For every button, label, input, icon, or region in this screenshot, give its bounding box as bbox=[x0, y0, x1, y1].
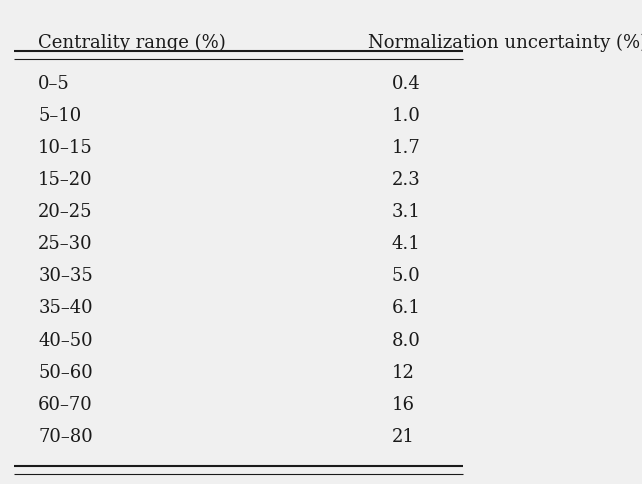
Text: 1.7: 1.7 bbox=[392, 139, 420, 157]
Text: Centrality range (%): Centrality range (%) bbox=[38, 34, 226, 52]
Text: 16: 16 bbox=[392, 395, 414, 414]
Text: 8.0: 8.0 bbox=[392, 332, 421, 349]
Text: 15–20: 15–20 bbox=[38, 171, 93, 189]
Text: 40–50: 40–50 bbox=[38, 332, 93, 349]
Text: 25–30: 25–30 bbox=[38, 235, 93, 253]
Text: 30–35: 30–35 bbox=[38, 267, 93, 286]
Text: 1.0: 1.0 bbox=[392, 107, 421, 125]
Text: 6.1: 6.1 bbox=[392, 300, 421, 318]
Text: 10–15: 10–15 bbox=[38, 139, 93, 157]
Text: 50–60: 50–60 bbox=[38, 363, 93, 381]
Text: 3.1: 3.1 bbox=[392, 203, 421, 221]
Text: 4.1: 4.1 bbox=[392, 235, 420, 253]
Text: 5–10: 5–10 bbox=[38, 107, 82, 125]
Text: 35–40: 35–40 bbox=[38, 300, 93, 318]
Text: 5.0: 5.0 bbox=[392, 267, 420, 286]
Text: 12: 12 bbox=[392, 363, 414, 381]
Text: 70–80: 70–80 bbox=[38, 428, 93, 446]
Text: 0–5: 0–5 bbox=[38, 75, 70, 93]
Text: Normalization uncertainty (%): Normalization uncertainty (%) bbox=[367, 34, 642, 52]
Text: 60–70: 60–70 bbox=[38, 395, 93, 414]
Text: 2.3: 2.3 bbox=[392, 171, 420, 189]
Text: 20–25: 20–25 bbox=[38, 203, 92, 221]
Text: 21: 21 bbox=[392, 428, 414, 446]
Text: 0.4: 0.4 bbox=[392, 75, 420, 93]
